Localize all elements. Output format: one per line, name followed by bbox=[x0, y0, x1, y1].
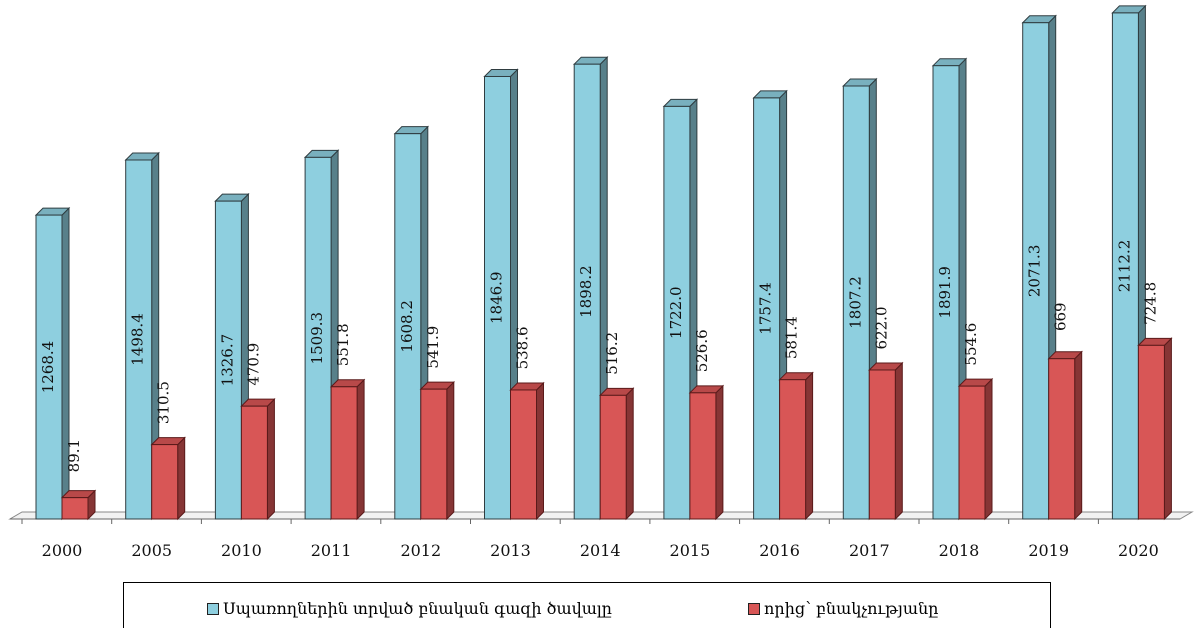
bar-series-1 bbox=[932, 65, 960, 520]
data-label-series-2: 581.4 bbox=[783, 316, 801, 359]
bar-series-1 bbox=[35, 214, 63, 520]
bar-series-2 bbox=[61, 497, 89, 520]
legend-label-series-2: որից՝ բնակչությանը bbox=[764, 599, 939, 618]
data-label-series-1: 2112.2 bbox=[1115, 240, 1133, 293]
bar-series-1 bbox=[304, 156, 332, 520]
x-tick-label: 2011 bbox=[311, 541, 352, 560]
bar-chart: 1268.4 89.1 2000 1498.4 310.5 2005 1326.7 470.9… bbox=[8, 4, 1194, 560]
bar-side-2 bbox=[177, 436, 186, 521]
data-label-series-2: 541.9 bbox=[424, 326, 442, 369]
data-label-series-2: 554.6 bbox=[962, 323, 980, 366]
data-label-series-2: 89.1 bbox=[65, 439, 83, 472]
bar-series-1 bbox=[573, 63, 601, 520]
data-label-series-2: 724.8 bbox=[1141, 282, 1159, 325]
bar-series-2 bbox=[779, 379, 807, 520]
x-tick-label: 2018 bbox=[939, 541, 980, 560]
legend-item-series-1: Սպառողներին տրված բնական գազի ծավալը bbox=[207, 599, 612, 618]
data-label-series-1: 1509.3 bbox=[308, 312, 326, 365]
data-label-series-2: 516.2 bbox=[603, 332, 621, 375]
data-label-series-1: 1608.2 bbox=[398, 300, 416, 353]
bar-series-2 bbox=[420, 388, 448, 520]
bar-series-1 bbox=[484, 75, 511, 520]
data-label-series-1: 1722.0 bbox=[667, 286, 685, 339]
bar-side-2 bbox=[805, 371, 814, 521]
x-tick-label: 2015 bbox=[670, 541, 711, 560]
bar-side-2 bbox=[625, 387, 634, 521]
bar-series-1 bbox=[125, 159, 153, 520]
bar-series-1 bbox=[753, 97, 781, 520]
bar-series-2 bbox=[510, 389, 537, 520]
bar-side-2 bbox=[984, 377, 993, 521]
x-tick-label: 2010 bbox=[221, 541, 262, 560]
legend-swatch-series-2 bbox=[748, 602, 760, 615]
x-tick-label: 2005 bbox=[131, 541, 172, 560]
x-tick-label: 2016 bbox=[759, 541, 800, 560]
data-label-series-1: 1757.4 bbox=[757, 282, 775, 335]
bar-side-2 bbox=[266, 397, 275, 521]
data-label-series-1: 2071.3 bbox=[1026, 245, 1044, 298]
bar-side-2 bbox=[356, 378, 365, 521]
data-label-series-2: 526.6 bbox=[693, 329, 711, 372]
bar-series-2 bbox=[599, 394, 627, 520]
bar-side-2 bbox=[1074, 350, 1083, 521]
x-tick-label: 2013 bbox=[490, 541, 531, 560]
bar-series-2 bbox=[1137, 344, 1165, 520]
data-label-series-2: 538.6 bbox=[514, 326, 532, 369]
bar-series-2 bbox=[868, 369, 896, 520]
x-tick-label: 2000 bbox=[42, 541, 83, 560]
data-label-series-2: 310.5 bbox=[155, 381, 173, 424]
data-label-series-1: 1807.2 bbox=[846, 276, 864, 329]
data-label-series-1: 1846.9 bbox=[488, 271, 506, 324]
chart-legend: Սպառողներին տրված բնական գազի ծավալը որի… bbox=[123, 582, 1051, 628]
bar-series-2 bbox=[240, 405, 268, 520]
x-tick-label: 2020 bbox=[1118, 541, 1159, 560]
bar-series-2 bbox=[1048, 358, 1076, 520]
bar-side-2 bbox=[446, 380, 455, 521]
x-tick-label: 2014 bbox=[580, 541, 621, 560]
bar-series-1 bbox=[1111, 12, 1139, 520]
bar-series-1 bbox=[394, 133, 422, 520]
data-label-series-1: 1326.7 bbox=[218, 334, 236, 387]
data-label-series-1: 1268.4 bbox=[39, 341, 57, 394]
data-label-series-2: 551.8 bbox=[334, 323, 352, 366]
x-tick-label: 2012 bbox=[400, 541, 441, 560]
bar-side-2 bbox=[715, 384, 724, 521]
data-label-series-1: 1898.2 bbox=[577, 265, 595, 318]
legend-item-series-2: որից՝ բնակչությանը bbox=[748, 599, 938, 618]
x-tick-label: 2017 bbox=[849, 541, 890, 560]
bar-side-2 bbox=[536, 381, 544, 521]
data-label-series-1: 1891.9 bbox=[936, 266, 954, 319]
bar-series-1 bbox=[663, 105, 691, 520]
data-label-series-2: 470.9 bbox=[244, 343, 262, 386]
data-label-series-2: 669 bbox=[1052, 302, 1070, 331]
bar-series-2 bbox=[330, 386, 358, 520]
bar-side-2 bbox=[1163, 337, 1172, 521]
bar-series-1 bbox=[1022, 22, 1050, 520]
bar-series-1 bbox=[842, 85, 870, 520]
bar-series-2 bbox=[958, 385, 986, 520]
bar-series-2 bbox=[689, 392, 717, 520]
data-label-series-1: 1498.4 bbox=[129, 313, 147, 366]
bar-series-1 bbox=[214, 200, 242, 520]
data-label-series-2: 622.0 bbox=[872, 306, 890, 349]
bar-series-2 bbox=[151, 444, 179, 520]
x-tick-label: 2019 bbox=[1028, 541, 1069, 560]
bar-side-2 bbox=[894, 361, 903, 521]
legend-swatch-series-1 bbox=[207, 602, 219, 615]
legend-label-series-1: Սպառողներին տրված բնական գազի ծավալը bbox=[223, 599, 612, 618]
